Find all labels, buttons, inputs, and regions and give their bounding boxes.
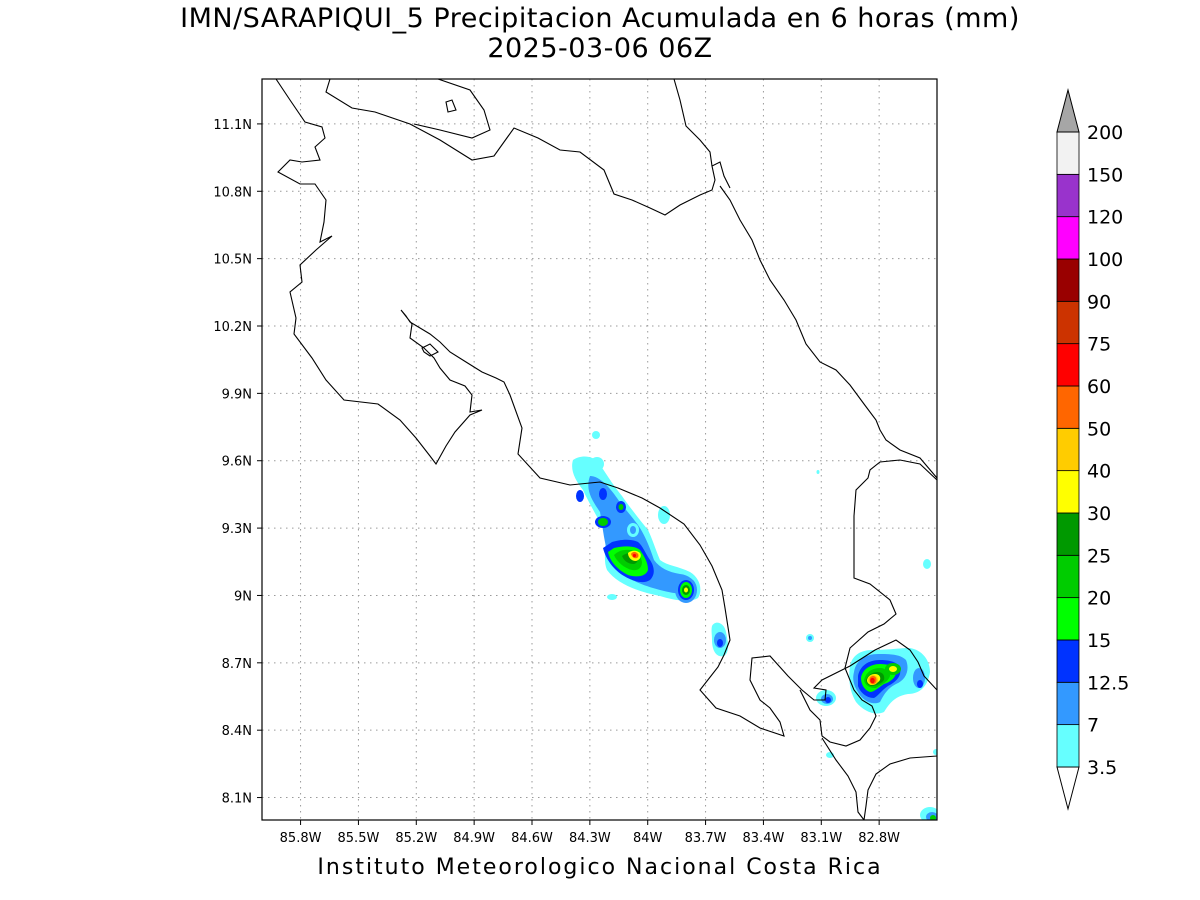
lat-tick-label: 8.1N — [222, 792, 252, 807]
colorbar-label: 75 — [1087, 334, 1111, 356]
colorbar-label: 150 — [1087, 164, 1123, 186]
lon-tick-label: 85.2W — [395, 831, 437, 846]
precip-band-pacific — [572, 431, 728, 657]
colorbar-swatch — [1056, 470, 1080, 514]
lat-tick-label: 9.9N — [222, 387, 252, 402]
lat-tick-label: 10.8N — [213, 185, 252, 200]
lon-axis: 85.8W 85.5W 85.2W 84.9W 84.6W 84.3W 84W 83.7W 83… — [280, 820, 900, 846]
institution-credit: Instituto Meteorologico Nacional Costa R… — [317, 855, 883, 880]
colorbar-swatch — [1056, 512, 1080, 556]
colorbar-swatch — [1056, 639, 1080, 683]
colorbar-label: 60 — [1087, 376, 1111, 398]
colorbar: 3.5 7 12.5 15 20 25 30 40 50 60 75 90 100 120 150 200 — [1056, 88, 1129, 811]
colorbar-label: 25 — [1087, 545, 1111, 567]
lat-tick-label: 8.7N — [222, 657, 252, 672]
map-frame — [261, 78, 938, 821]
colorbar-label: 7 — [1087, 715, 1099, 737]
colorbar-swatch — [1056, 597, 1080, 641]
colorbar-label: 40 — [1087, 461, 1111, 483]
lat-tick-label: 9N — [234, 589, 252, 604]
colorbar-label: 100 — [1087, 249, 1123, 271]
map-datetime: 2025-03-06 06Z — [487, 33, 713, 64]
colorbar-swatch — [1056, 681, 1080, 726]
lat-tick-label: 10.5N — [213, 253, 252, 268]
colorbar-swatch — [1056, 173, 1080, 218]
map-grid — [262, 79, 937, 820]
colorbar-swatch — [1056, 343, 1080, 387]
colorbar-label: 90 — [1087, 291, 1111, 313]
lon-tick-label: 82.8W — [858, 831, 900, 846]
precip-band-south — [806, 470, 937, 820]
lon-tick-label: 83.1W — [800, 831, 842, 846]
lat-tick-label: 8.4N — [222, 724, 252, 739]
precipitation-field — [572, 431, 937, 820]
colorbar-label: 30 — [1087, 503, 1111, 525]
map-title: IMN/SARAPIQUI_5 Precipitacion Acumulada … — [180, 3, 1020, 34]
colorbar-label: 20 — [1087, 588, 1111, 610]
lat-tick-label: 10.2N — [213, 320, 252, 335]
colorbar-swatch — [1056, 724, 1080, 768]
lat-tick-label: 9.6N — [222, 455, 252, 470]
lon-tick-label: 84.3W — [569, 831, 611, 846]
colorbar-label: 120 — [1087, 207, 1123, 229]
colorbar-swatch — [1056, 300, 1080, 345]
lon-tick-label: 84.6W — [511, 831, 553, 846]
colorbar-label: 200 — [1087, 122, 1123, 144]
lon-tick-label: 84W — [633, 831, 663, 846]
colorbar-label: 50 — [1087, 418, 1111, 440]
colorbar-swatch — [1056, 258, 1080, 302]
lon-tick-label: 84.9W — [453, 831, 495, 846]
colorbar-swatch — [1056, 427, 1080, 472]
coastline — [275, 79, 937, 820]
lon-tick-label: 83.4W — [743, 831, 785, 846]
colorbar-label: 3.5 — [1087, 757, 1117, 779]
lat-tick-label: 11.1N — [213, 118, 252, 133]
lon-tick-label: 85.5W — [338, 831, 380, 846]
colorbar-extend-low — [1056, 766, 1080, 811]
colorbar-label: 12.5 — [1087, 672, 1129, 694]
lat-tick-label: 9.3N — [222, 522, 252, 537]
lon-tick-label: 83.7W — [685, 831, 727, 846]
colorbar-swatch — [1056, 216, 1080, 260]
colorbar-swatch — [1056, 554, 1080, 599]
colorbar-swatch — [1056, 131, 1080, 175]
colorbar-label: 15 — [1087, 630, 1111, 652]
lat-axis: 11.1N 10.8N 10.5N 10.2N 9.9N 9.6N 9.3N 9N 8.7N 8.… — [213, 118, 262, 807]
colorbar-extend-high — [1056, 88, 1080, 133]
colorbar-swatch — [1056, 385, 1080, 429]
lon-tick-label: 85.8W — [280, 831, 322, 846]
